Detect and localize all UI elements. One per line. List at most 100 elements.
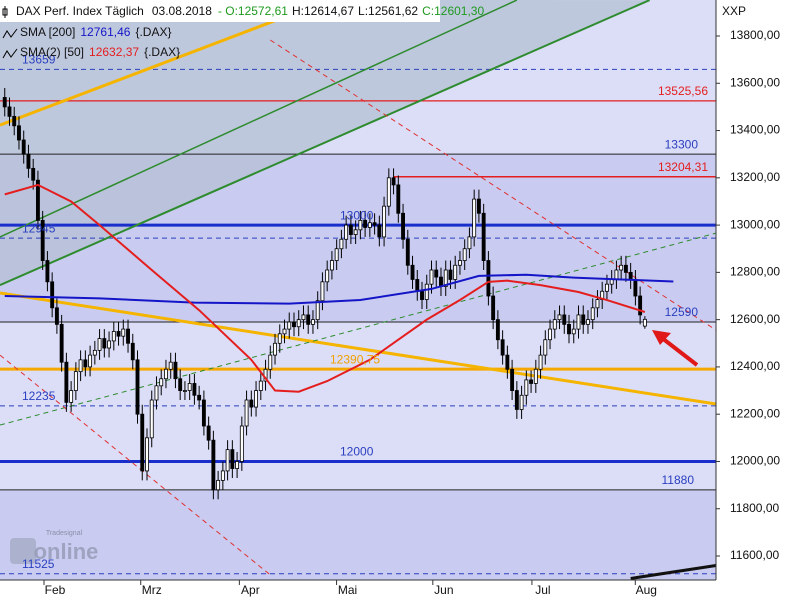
candle-body [211,439,216,491]
header-close: C:12601,30 [422,4,484,18]
arrow-head [652,330,671,345]
candle-body [107,340,112,349]
candle-body [562,314,567,325]
candle-body [543,339,548,356]
candle-body [154,385,159,401]
candle-body [458,260,462,266]
level-label: 12000 [340,445,374,459]
level-label: 13300 [665,137,699,151]
y-tick-label: 11800,00 [730,501,779,515]
candle-body [31,167,36,181]
candle-body [571,328,576,335]
candle-body [557,314,562,321]
x-tick-label: Mrz [142,583,162,597]
watermark-logo [10,538,36,564]
candle-body [514,390,519,410]
x-tick-label: Jul [535,583,550,597]
candle-body [216,479,221,491]
level-labels: 13659 13525,56 13300 13204,31 13000 12945 1259… [22,52,708,570]
x-tick-label: Feb [45,583,66,597]
candle-body [609,279,614,285]
candle-body [595,299,600,309]
candle-body [443,269,448,287]
candle-body [529,379,534,384]
candle-body [628,271,633,280]
trendline [270,39,717,331]
candle-body [500,339,505,356]
candle-body [581,314,586,325]
trendline [0,0,518,238]
legend-source: {.DAX} [135,25,171,39]
candle-body [239,425,244,462]
x-tick-label: Jun [434,583,453,597]
sma-line [4,273,674,305]
candle-body [462,248,467,261]
candle-body [235,461,240,469]
candle-body [35,179,40,221]
level-label: 13659 [22,52,56,66]
candle-body [121,328,126,337]
header: DAX Perf. Index Täglich 03.08.2018 - O:125… [0,0,484,59]
candle-body [268,354,273,370]
legend-value: 12632,37 [89,45,139,59]
candle-body [495,319,500,341]
arrow [660,336,699,367]
trendline [0,291,717,406]
candle-body [391,177,396,186]
candle-body [64,361,69,403]
level-label: 13000 [340,208,374,222]
candle-body [83,359,88,368]
candle-body [538,354,543,370]
candle-icon [2,6,8,18]
candle-body [50,281,55,309]
axis-label: XXP [722,4,746,18]
candle-body [401,212,405,240]
legend-source: {.DAX} [144,45,180,59]
candle-body [92,349,97,356]
legend-value: 12761,46 [80,25,130,39]
candle-body [491,295,496,321]
level-label: 12945 [22,221,56,235]
header-title: DAX Perf. Index Täglich [16,4,144,18]
candle-body [567,323,571,335]
level-label: 13204,31 [658,160,708,174]
candle-body [88,354,93,368]
candle-body [126,328,130,344]
candle-body [230,449,235,469]
candle-body [405,238,410,266]
candle-body [201,399,206,427]
candle-body [301,314,306,321]
level-label: 13525,56 [658,84,708,98]
candle-body [382,205,387,238]
candle-body [69,390,74,403]
candle-body [453,264,458,280]
candle-body [17,125,21,141]
candle-body [282,328,287,335]
watermark: Tradesignal online [10,530,98,564]
candle-body [59,323,64,363]
candle-body [623,264,628,273]
candle-body [187,383,192,391]
ticks: 11600,00 11800,00 12000,00 12200,00 12400,00… [43,28,780,597]
y-tick-label: 13400,00 [730,123,780,137]
candle-body [258,380,263,391]
candle-body [505,354,510,370]
x-axis-area [0,580,716,600]
candle-body [292,321,296,328]
x-tick-label: Aug [636,583,657,597]
header-low: L:12561,62 [358,4,418,18]
candle-body [277,333,282,344]
header-line: DAX Perf. Index Täglich 03.08.2018 - O:125… [16,4,484,18]
y-tick-label: 12400,00 [730,359,780,373]
candle-body [26,153,31,169]
candle-body [367,222,372,228]
candle-body [604,283,609,292]
y-tick-label: 12800,00 [730,265,780,279]
candle-body [524,379,529,396]
candle-body [54,307,59,325]
candle-body [344,224,349,240]
candle-body [111,331,116,342]
candle-body [619,264,624,271]
candle-body [642,318,647,327]
candle-body [320,281,325,302]
